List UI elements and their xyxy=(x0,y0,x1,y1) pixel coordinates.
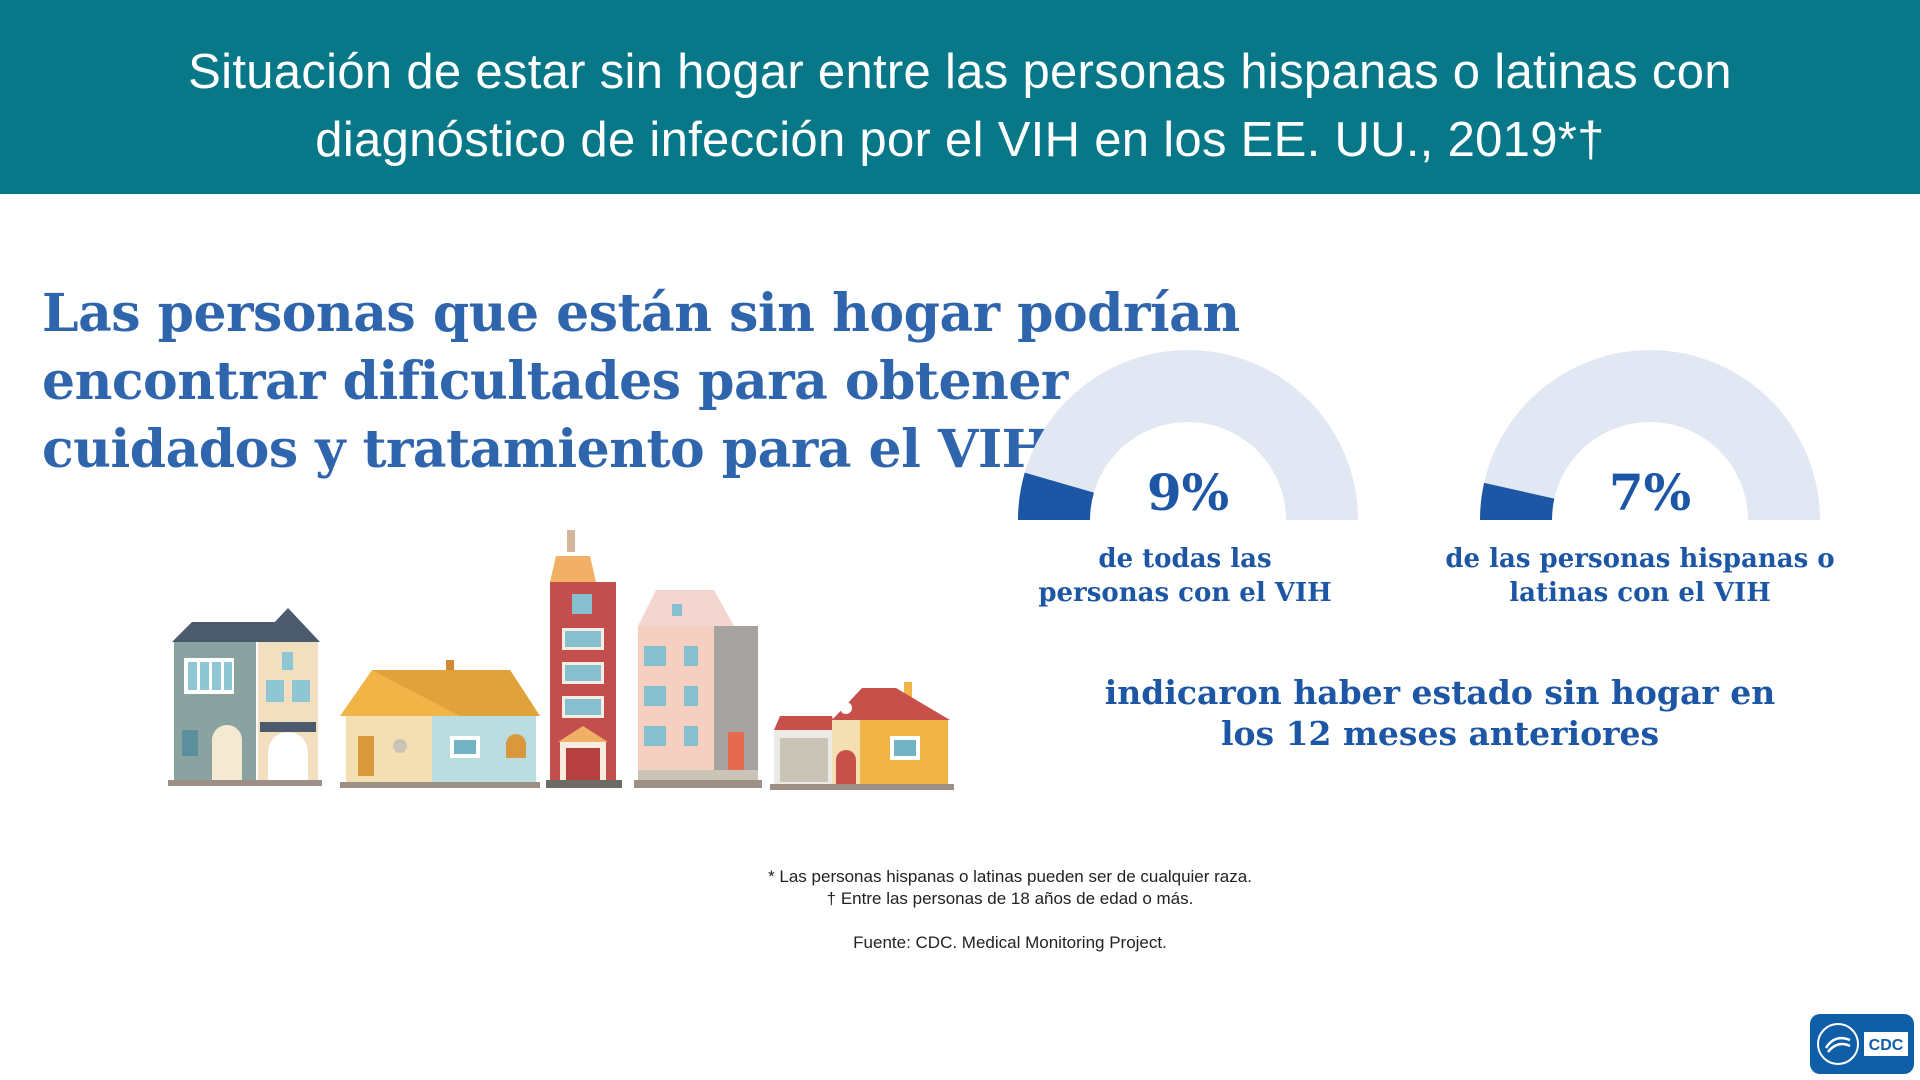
headline-line-1: Las personas que están sin hogar podrían xyxy=(42,283,1240,344)
hhs-cdc-logo: CDC xyxy=(1810,1014,1914,1074)
title-line-1: Situación de estar sin hogar entre las p… xyxy=(188,45,1732,99)
headline-line-3: cuidados y tratamiento para el VIH. xyxy=(42,419,1068,480)
gauge-1-caption-line-2: personas con el VIH xyxy=(1038,578,1332,608)
house-2 xyxy=(340,660,540,788)
gauge-1-caption-line-1: de todas las xyxy=(1098,544,1272,574)
gauge-2-caption: de las personas hispanas o latinas con e… xyxy=(1430,542,1850,610)
gauge-1-value-label: 9% xyxy=(1147,463,1229,522)
gauge-note-line-1: indicaron haber estado sin hogar en xyxy=(1104,673,1776,712)
houses-illustration xyxy=(168,530,954,790)
hhs-eagle-icon xyxy=(1824,1036,1851,1053)
footnote-2: † Entre las personas de 18 años de edad … xyxy=(826,889,1194,908)
gauge-1-caption: de todas las personas con el VIH xyxy=(990,542,1380,610)
footnote-1: * Las personas hispanas o latinas pueden… xyxy=(768,867,1252,886)
gauge-2-fill xyxy=(1480,482,1555,520)
gauge-note: indicaron haber estado sin hogar en los … xyxy=(1090,672,1790,754)
gauge-1-track xyxy=(1018,350,1358,520)
headline: Las personas que están sin hogar podrían… xyxy=(42,280,1240,484)
title-banner: Situación de estar sin hogar entre las p… xyxy=(0,0,1920,194)
title-line-2: diagnóstico de infección por el VIH en l… xyxy=(315,113,1605,167)
cdc-logo-text: CDC xyxy=(1869,1037,1904,1054)
footnotes: * Las personas hispanas o latinas pueden… xyxy=(560,866,1460,954)
gauge-2-caption-line-2: latinas con el VIH xyxy=(1509,578,1771,608)
house-1 xyxy=(168,608,322,786)
gauge-1-fill xyxy=(1018,472,1094,520)
gauge-note-line-2: los 12 meses anteriores xyxy=(1220,714,1660,753)
house-3 xyxy=(546,530,622,788)
gauge-2-value-label: 7% xyxy=(1609,463,1691,522)
gauge-2-caption-line-1: de las personas hispanas o xyxy=(1445,544,1835,574)
house-5 xyxy=(770,682,954,790)
source-note: Fuente: CDC. Medical Monitoring Project. xyxy=(853,933,1167,952)
house-4 xyxy=(634,590,762,788)
gauge-2-track xyxy=(1480,350,1820,520)
headline-line-2: encontrar dificultades para obtener xyxy=(42,351,1068,412)
